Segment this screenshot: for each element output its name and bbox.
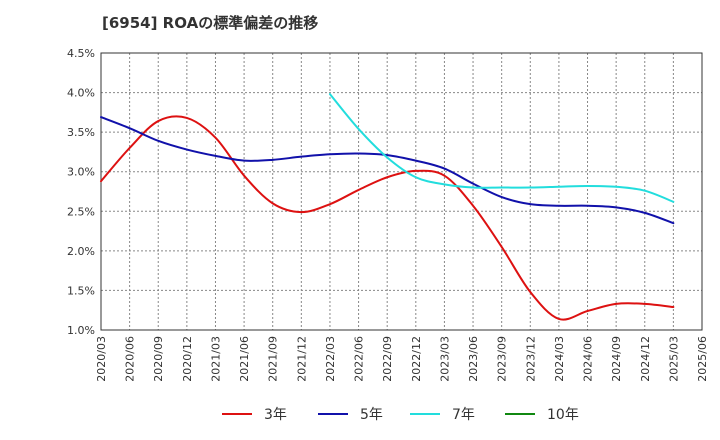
plot-area: [101, 53, 702, 330]
x-tick-label: 2022/03: [324, 336, 337, 382]
series-line: [100, 116, 675, 225]
x-tick-label: 2021/12: [295, 336, 308, 382]
x-tick-label: 2021/06: [238, 336, 251, 382]
y-tick-label: 4.5%: [67, 47, 95, 60]
x-tick-label: 2023/06: [467, 336, 480, 382]
chart-title: [6954] ROAの標準偏差の推移: [102, 14, 319, 32]
x-tick-label: 2022/12: [410, 336, 423, 382]
x-tick-label: 2020/12: [181, 336, 194, 382]
x-tick-label: 2025/03: [667, 336, 680, 382]
y-tick-label: 3.0%: [67, 166, 95, 179]
y-tick-label: 4.0%: [67, 87, 95, 100]
y-tick-label: 1.5%: [67, 284, 95, 297]
y-tick-label: 2.5%: [67, 205, 95, 218]
x-tick-label: 2024/03: [553, 336, 566, 382]
x-tick-label: 2020/09: [152, 336, 165, 382]
plot-border: [100, 52, 703, 331]
legend-label: 10年: [547, 407, 579, 423]
y-tick-label: 1.0%: [67, 324, 95, 337]
x-tick-label: 2023/03: [438, 336, 451, 382]
x-tick-label: 2020/06: [124, 336, 137, 382]
x-tick-label: 2023/09: [496, 336, 509, 382]
series-line: [100, 115, 675, 321]
y-tick-label: 2.0%: [67, 245, 95, 258]
x-tick-label: 2025/06: [696, 336, 709, 382]
legend-label: 7年: [452, 407, 475, 423]
x-tick-label: 2021/09: [267, 336, 280, 382]
x-tick-label: 2022/09: [381, 336, 394, 382]
x-tick-label: 2024/09: [610, 336, 623, 382]
y-tick-label: 3.5%: [67, 126, 95, 139]
x-tick-label: 2021/03: [209, 336, 222, 382]
x-tick-label: 2023/12: [524, 336, 537, 382]
x-tick-label: 2024/12: [639, 336, 652, 382]
legend-label: 5年: [360, 407, 383, 423]
x-tick-label: 2022/06: [353, 336, 366, 382]
x-tick-label: 2020/03: [95, 336, 108, 382]
x-tick-label: 2024/06: [582, 336, 595, 382]
series-line: [328, 93, 675, 203]
legend-label: 3年: [264, 407, 287, 423]
